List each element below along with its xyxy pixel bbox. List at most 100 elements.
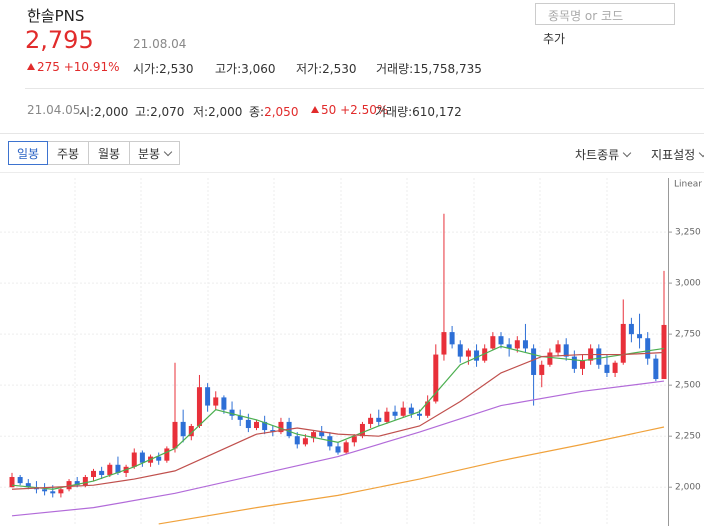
open: 시가:2,530 xyxy=(133,62,194,76)
hover-change-text: 50 +2.50% xyxy=(321,103,389,117)
candle-body xyxy=(547,352,553,365)
tab-week[interactable]: 주봉 xyxy=(47,141,89,165)
candle-body xyxy=(628,323,634,335)
search-placeholder: 종목명 or 코드 xyxy=(548,9,624,23)
candle-body xyxy=(237,415,243,420)
divider xyxy=(0,133,704,134)
menu-text: 지표설정 xyxy=(651,148,696,162)
hover-close-value: 2,050 xyxy=(264,105,299,119)
candle-body xyxy=(408,407,414,414)
y-tick-label: 2,500 xyxy=(675,381,701,391)
candle-body xyxy=(580,360,585,369)
tab-minute-text: 분봉 xyxy=(137,147,161,161)
candle-body xyxy=(262,421,268,431)
candle-body xyxy=(555,344,561,353)
date: 21.08.04 xyxy=(133,37,187,51)
candle-body xyxy=(188,425,194,437)
tab-minute[interactable]: 분봉 xyxy=(129,141,180,165)
candle-body xyxy=(441,332,447,355)
up-icon xyxy=(27,63,35,70)
hover-close-label: 종: xyxy=(249,105,265,119)
plot xyxy=(9,213,667,525)
search-input[interactable]: 종목명 or 코드 xyxy=(535,3,675,25)
candle-body xyxy=(99,470,105,475)
up-icon xyxy=(311,106,319,113)
candle-body xyxy=(482,348,488,361)
chart: Linear 2,000 2,250 2,500 2,750 3,000 3,250 xyxy=(0,178,702,526)
candle-body xyxy=(42,489,48,492)
candle-body xyxy=(107,464,113,475)
grid xyxy=(0,178,668,526)
candle-body xyxy=(653,358,659,380)
candle-body xyxy=(359,423,365,437)
candle-body xyxy=(368,417,374,424)
candle-body xyxy=(270,430,276,433)
candle-body xyxy=(522,340,528,349)
candle-body xyxy=(319,432,325,437)
candle-body xyxy=(531,348,537,375)
candle-body xyxy=(229,409,235,416)
candle-body xyxy=(9,477,15,488)
candle-body xyxy=(245,419,251,429)
candle-body xyxy=(343,442,349,453)
candle-body xyxy=(637,334,643,339)
candle-body xyxy=(302,438,308,445)
candle-body xyxy=(221,397,227,410)
candle-body xyxy=(433,354,439,402)
candle-body xyxy=(376,417,382,422)
candle-body xyxy=(563,344,569,357)
candle-body xyxy=(278,421,284,433)
candle-body xyxy=(392,411,398,416)
add-button[interactable]: 추가 xyxy=(543,32,566,46)
candle-body xyxy=(645,338,651,359)
candle-body xyxy=(539,364,545,375)
candle-body xyxy=(449,332,455,345)
y-tick-label: 2,000 xyxy=(675,483,701,493)
hover-date: 21.04.05 xyxy=(27,103,81,117)
indicator-menu[interactable]: 지표설정 xyxy=(651,146,704,163)
chart-type-menu[interactable]: 차트종류 xyxy=(575,146,632,163)
candle-body xyxy=(327,436,333,447)
candle-body xyxy=(164,448,170,461)
hover-volume: 거래량:610,172 xyxy=(375,105,462,119)
candle-body xyxy=(294,436,300,445)
change: 275 +10.91% xyxy=(27,60,120,74)
candle-body xyxy=(311,432,317,439)
divider xyxy=(0,172,704,173)
candle-body xyxy=(612,362,618,373)
candle-body xyxy=(25,483,31,488)
tab-day[interactable]: 일봉 xyxy=(8,141,48,165)
y-tick-label: 3,000 xyxy=(675,279,701,289)
candle-body xyxy=(17,477,23,484)
candle-body xyxy=(506,344,512,349)
candle-body xyxy=(604,364,610,373)
candle-body xyxy=(417,413,422,416)
hover-change: 50 +2.50% xyxy=(311,103,388,117)
divider xyxy=(25,88,704,89)
candle-body xyxy=(66,481,72,490)
candle-body xyxy=(139,452,145,463)
candle-body xyxy=(596,348,602,365)
moving-average-line xyxy=(11,345,665,490)
moving-average-line xyxy=(11,351,665,490)
chevron xyxy=(163,147,173,157)
candle-body xyxy=(661,324,667,380)
candle-body xyxy=(196,387,202,426)
candle-body xyxy=(514,340,520,349)
chevron xyxy=(622,148,632,158)
tab-month[interactable]: 월봉 xyxy=(88,141,130,165)
candle-body xyxy=(115,464,121,473)
hover-close: 종:2,050 xyxy=(249,103,298,120)
candle-body xyxy=(172,421,178,449)
low: 저가:2,530 xyxy=(296,62,357,76)
hover-open: 시:2,000 xyxy=(79,105,129,119)
candle-body xyxy=(156,456,162,461)
moving-average-line xyxy=(11,380,665,517)
candle-body xyxy=(465,350,471,357)
candle-body xyxy=(425,401,431,416)
stock-name: 한솔PNS xyxy=(27,7,85,25)
menu-text: 차트종류 xyxy=(575,148,620,162)
price: 2,795 xyxy=(25,26,94,54)
volume: 거래량:15,758,735 xyxy=(376,62,482,76)
candle-body xyxy=(58,489,64,494)
